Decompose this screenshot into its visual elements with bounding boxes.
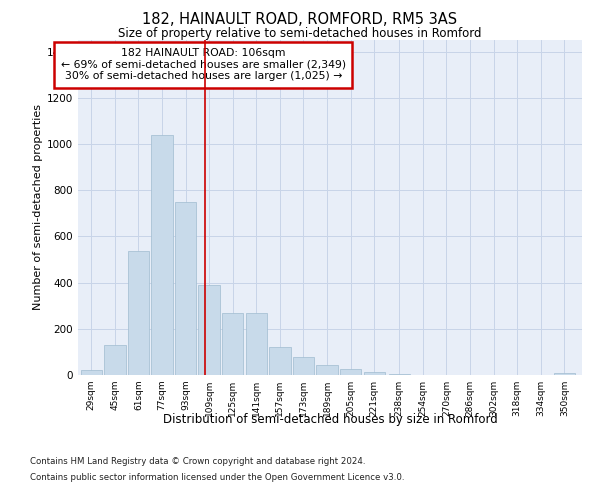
Text: Contains HM Land Registry data © Crown copyright and database right 2024.: Contains HM Land Registry data © Crown c… [30, 458, 365, 466]
Text: 182, HAINAULT ROAD, ROMFORD, RM5 3AS: 182, HAINAULT ROAD, ROMFORD, RM5 3AS [142, 12, 458, 28]
Text: Distribution of semi-detached houses by size in Romford: Distribution of semi-detached houses by … [163, 412, 497, 426]
Bar [340, 368, 361, 375]
Text: 182 HAINAULT ROAD: 106sqm
← 69% of semi-detached houses are smaller (2,349)
30% : 182 HAINAULT ROAD: 106sqm ← 69% of semi-… [61, 48, 346, 82]
Bar [175, 202, 196, 375]
Bar [293, 356, 314, 375]
Bar [389, 374, 410, 375]
Bar [269, 348, 290, 375]
Y-axis label: Number of semi-detached properties: Number of semi-detached properties [33, 104, 43, 310]
Text: Size of property relative to semi-detached houses in Romford: Size of property relative to semi-detach… [118, 28, 482, 40]
Bar [128, 252, 149, 375]
Bar [316, 365, 338, 375]
Bar [151, 134, 173, 375]
Bar [245, 312, 267, 375]
Bar [364, 372, 385, 375]
Bar [104, 345, 125, 375]
Bar [80, 370, 102, 375]
Bar [222, 312, 244, 375]
Text: Contains public sector information licensed under the Open Government Licence v3: Contains public sector information licen… [30, 472, 404, 482]
Bar [199, 285, 220, 375]
Bar [554, 373, 575, 375]
